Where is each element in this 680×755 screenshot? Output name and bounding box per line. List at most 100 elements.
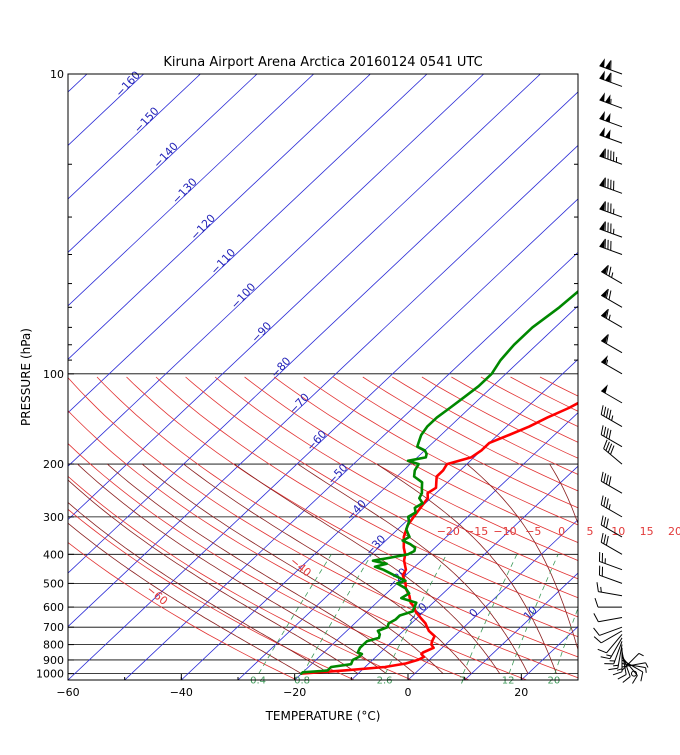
wind-barb	[617, 650, 627, 680]
wind-barb-pennant	[605, 72, 611, 82]
wind-barb-flag	[640, 671, 644, 682]
wind-barb	[593, 613, 623, 623]
isotherm-line	[68, 91, 578, 574]
moist-adiabat-label: 15	[640, 525, 654, 538]
wind-barb-flag	[605, 518, 609, 529]
mixing-ratio-line	[508, 554, 559, 674]
wind-barb-pennant	[599, 70, 605, 80]
wind-barb-staff	[617, 644, 623, 669]
wind-barb-half-flag	[613, 664, 619, 667]
x-tick-label: −20	[283, 686, 306, 699]
wind-barb	[599, 58, 623, 75]
mixing-ratio-label: 20	[548, 676, 561, 687]
wind-barb	[600, 355, 623, 375]
wind-barb-staff	[600, 314, 623, 328]
moist-adiabat-line	[68, 522, 302, 674]
isotherm-line	[124, 251, 578, 680]
isotherm-label: −100	[228, 280, 258, 311]
x-tick-label: −60	[56, 686, 79, 699]
wind-barb	[597, 634, 623, 654]
wind-barb-pennant	[601, 334, 608, 344]
wind-barb-flag	[600, 495, 604, 505]
wind-barb-pennant	[605, 94, 611, 104]
wind-barb-half-flag	[645, 662, 649, 668]
sounding-profiles	[300, 289, 578, 675]
wind-barb-staff	[600, 524, 623, 538]
moist-adiabat-label: −15	[465, 525, 488, 538]
x-tick-label: 0	[405, 686, 412, 699]
wind-barb-staff	[600, 630, 623, 644]
moist-adiabat-label: 10	[611, 525, 625, 538]
wind-barb-flag	[600, 425, 604, 435]
dry-adiabat-line	[96, 376, 578, 658]
wind-barb-flag	[610, 445, 615, 455]
wind-barb-flag	[600, 532, 604, 543]
isotherm-line	[237, 358, 578, 680]
wind-barb-flag	[593, 613, 599, 622]
dry-adiabat-line	[273, 376, 578, 544]
wind-barb-pennant	[601, 308, 608, 318]
wind-barb-staff	[603, 448, 623, 465]
wind-barb-pennant	[599, 201, 605, 211]
dry-adiabat-line	[362, 376, 578, 492]
moist-adiabat-line	[183, 463, 472, 674]
wind-barb-pennant	[599, 110, 605, 121]
wind-barb-staff	[599, 626, 623, 636]
wind-barb-flag	[608, 409, 612, 420]
wind-barb	[600, 425, 623, 448]
wind-barb-half-flag	[611, 415, 614, 421]
wind-barb	[600, 495, 623, 518]
mixing-ratio-line	[385, 554, 447, 674]
wind-barb	[594, 597, 622, 608]
wind-barb	[599, 148, 623, 165]
isotherm-label: −150	[131, 105, 161, 136]
wind-barb	[604, 641, 623, 665]
isotherm-line	[464, 572, 578, 680]
y-tick-label: 300	[43, 511, 64, 524]
wind-barb-flag	[605, 288, 609, 299]
mixing-ratio-label: 0.8	[294, 676, 310, 687]
wind-barb-staff	[600, 504, 623, 518]
wind-barb	[596, 582, 623, 597]
wind-barb-flag	[603, 517, 607, 527]
x-tick-label: −40	[170, 686, 193, 699]
wind-barb	[600, 637, 623, 660]
x-axis-title: TEMPERATURE (°C)	[265, 709, 381, 723]
wind-barb-flag	[603, 406, 607, 417]
axes: −60 −40 −20 0 201010020030040050060070080090…	[36, 68, 579, 699]
line-labels: −160−150−140−130−120−110−100−90−80−70−60…	[113, 69, 680, 687]
y-tick-label: 1000	[36, 668, 64, 681]
dry-adiabat-line	[155, 376, 578, 618]
wind-barb-pennant	[601, 355, 608, 365]
wind-barb-flag	[605, 474, 609, 485]
wind-barb-staff	[600, 294, 623, 308]
wind-barb-pennant	[601, 288, 608, 298]
moist-adiabat-line	[107, 463, 415, 674]
y-axis-title: PRESSURE (hPa)	[19, 328, 33, 426]
wind-barb-flag	[617, 674, 627, 680]
wind-barb-pennant	[599, 92, 605, 102]
wind-barb-staff	[621, 650, 627, 675]
wind-barb-half-flag	[645, 667, 647, 673]
wind-barb-staff	[609, 637, 623, 659]
moist-adiabat-line	[77, 463, 387, 674]
wind-barb-half-flag	[606, 654, 612, 657]
wind-barb-half-flag	[638, 652, 644, 657]
mixing-ratio-label: 2.6	[377, 676, 393, 687]
y-tick-label: 800	[43, 639, 64, 652]
isotherm-line	[407, 519, 578, 680]
background-grid	[68, 74, 578, 680]
isotherm-line	[68, 198, 578, 680]
dry-adiabat-line	[214, 376, 578, 580]
wind-barb-half-flag	[608, 314, 611, 320]
wind-barb-flag	[596, 582, 599, 592]
moist-adiabat-label: −5	[525, 525, 541, 538]
wind-barb-flag	[607, 443, 613, 453]
wind-barb	[600, 405, 623, 428]
moist-adiabat-label: 20	[668, 525, 680, 538]
wind-barb-pennant	[599, 148, 605, 158]
dry-adiabat-line	[303, 376, 578, 526]
wind-barb-flag	[608, 476, 612, 486]
mixing-ratio-line	[302, 554, 372, 674]
